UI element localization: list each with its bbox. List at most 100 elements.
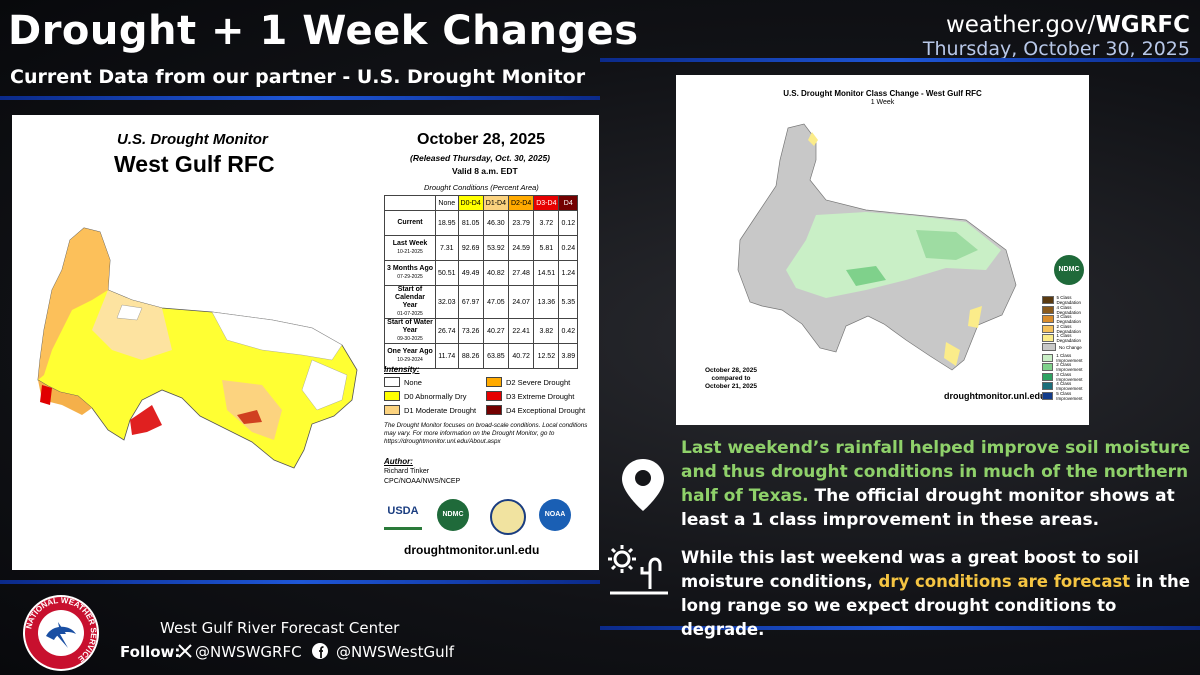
table-cell: 12.52: [533, 343, 560, 369]
row-date: 10-21-2025: [397, 249, 423, 255]
legend-swatch: [1042, 372, 1054, 381]
table-row: Start of Water Year 09-30-2025 26.74 73.26 4…: [384, 318, 579, 344]
legend-label: 4 Class Degradation: [1056, 304, 1082, 315]
table-cell: 23.79: [507, 210, 535, 236]
x-handle[interactable]: @NWSWGRFC: [195, 643, 302, 661]
valid: Valid 8 a.m. EDT: [452, 166, 518, 176]
table-cell: 1.24: [558, 260, 579, 286]
legend-swatch: [1042, 382, 1054, 391]
column-header: D1-D4: [482, 195, 510, 211]
legend-item: 2 Class Degradation: [1042, 324, 1089, 334]
ndmc-logo: NDMC: [1054, 255, 1084, 285]
row-name: Start of Water Year: [387, 319, 433, 334]
drought-map: [37, 227, 358, 469]
divider: [600, 626, 1200, 630]
column-header: D3-D4: [533, 195, 560, 211]
legend-swatch: [1042, 296, 1054, 304]
table-cell: 63.85: [482, 343, 510, 369]
drought-map-panel: U.S. Drought Monitor West Gulf RFC Octob…: [12, 115, 599, 570]
subtitle: Current Data from our partner - U.S. Dro…: [10, 66, 586, 88]
doc-logo: [490, 499, 526, 535]
usda-logo: USDA: [384, 505, 422, 530]
table-cell: 73.26: [457, 318, 484, 344]
legend-item: 5 Class Degradation: [1042, 295, 1089, 305]
row-label: Start of Calendar Year 01-07-2025: [384, 285, 436, 319]
table-cell: 88.26: [457, 343, 484, 369]
table-cell: 0.24: [558, 235, 579, 261]
map-date: October 28, 2025: [417, 131, 546, 148]
intensity-label: None: [404, 377, 422, 387]
table-cell: 5.35: [558, 285, 579, 319]
table-cell: 3.89: [558, 343, 579, 369]
drought-table: None D0-D4 D1-D4 D2-D4 D3-D4 D4 Current 18.95 81…: [384, 195, 579, 369]
legend-swatch: [1042, 315, 1054, 324]
intensity-item: None: [384, 377, 422, 387]
table-cell: 5.81: [533, 235, 560, 261]
legend-swatch: [1042, 324, 1054, 333]
row-label: Last Week 10-21-2025: [384, 235, 436, 261]
table-cell: 24.59: [507, 235, 535, 261]
facebook-handle[interactable]: @NWSWestGulf: [336, 643, 455, 661]
divider: [600, 58, 1200, 62]
row-name: Current: [397, 219, 423, 226]
summary-2-start: While this last weekend was a great boos…: [681, 548, 1140, 591]
table-cell: 49.49: [457, 260, 484, 286]
table-cell: 67.97: [457, 285, 484, 319]
intensity-label: D4 Exceptional Drought: [506, 405, 586, 415]
author-title: Author:: [384, 457, 413, 466]
intensity-label: D2 Severe Drought: [506, 377, 571, 387]
location-icon: [622, 459, 664, 511]
column-header: None: [435, 195, 459, 211]
map-heading: U.S. Drought Monitor: [117, 131, 268, 148]
divider: [0, 580, 600, 584]
url: droughtmonitor.unl.edu: [944, 391, 1046, 401]
row-date: 01-07-2025: [397, 311, 423, 317]
legend-item: 1 Class Degradation: [1042, 333, 1089, 343]
legend-swatch: [1042, 363, 1054, 372]
table-cell: 81.05: [457, 210, 484, 236]
table-cell: 92.69: [457, 235, 484, 261]
table-cell: 22.41: [507, 318, 535, 344]
legend-swatch: [1042, 305, 1054, 314]
legend-label: 3 Class Improvement: [1056, 371, 1083, 382]
row-date: 09-30-2025: [397, 336, 423, 342]
summary-1: Last weekend’s rainfall helped improve s…: [681, 436, 1191, 532]
legend-item: 4 Class Degradation: [1042, 305, 1089, 315]
row-name: One Year Ago: [387, 348, 433, 355]
site-url[interactable]: weather.gov/WGRFC: [946, 12, 1190, 38]
facebook-icon: [312, 643, 328, 659]
column-header: D2-D4: [507, 195, 535, 211]
legend-swatch: [1042, 334, 1054, 343]
row-name: 3 Months Ago: [387, 265, 434, 272]
date: Thursday, October 30, 2025: [922, 38, 1190, 60]
class-change-title: U.S. Drought Monitor Class Change - West…: [783, 89, 982, 98]
legend-swatch: [1042, 353, 1054, 362]
column-header: D0-D4: [457, 195, 484, 211]
table-caption: Drought Conditions (Percent Area): [424, 183, 539, 192]
legend-item: 5 Class Improvement: [1042, 391, 1089, 401]
column-header: D4: [558, 195, 579, 211]
table-row: Last Week 10-21-2025 7.31 92.69 53.92 24.59 5.…: [384, 235, 579, 261]
legend-label: 2 Class Improvement: [1056, 362, 1083, 373]
table-row: Current 18.95 81.05 46.30 23.79 3.72 0.12: [384, 210, 579, 236]
intensity-label: D1 Moderate Drought: [404, 405, 477, 415]
table-cell: 53.92: [482, 235, 510, 261]
x-icon: [178, 644, 192, 658]
intensity-label: D3 Extreme Drought: [506, 391, 575, 401]
office: West Gulf River Forecast Center: [160, 619, 400, 637]
legend-label: 5 Class Degradation: [1056, 295, 1082, 305]
noaa-logo: NOAA: [539, 499, 571, 531]
intensity-swatch: [384, 377, 400, 387]
intensity-title: Intensity:: [384, 365, 420, 374]
class-change-period: 1 Week: [870, 99, 895, 106]
map-region: West Gulf RFC: [114, 151, 275, 177]
legend-label: 5 Class Improvement: [1056, 391, 1083, 401]
intensity-item: D3 Extreme Drought: [486, 391, 574, 401]
intensity-swatch: [384, 391, 400, 401]
released: (Released Thursday, Oct. 30, 2025): [410, 153, 550, 163]
row-label: Current: [384, 210, 436, 236]
summary-2-highlight: dry conditions are forecast: [878, 572, 1131, 591]
table-cell: 18.95: [435, 210, 459, 236]
legend-label: No Change: [1059, 344, 1082, 350]
